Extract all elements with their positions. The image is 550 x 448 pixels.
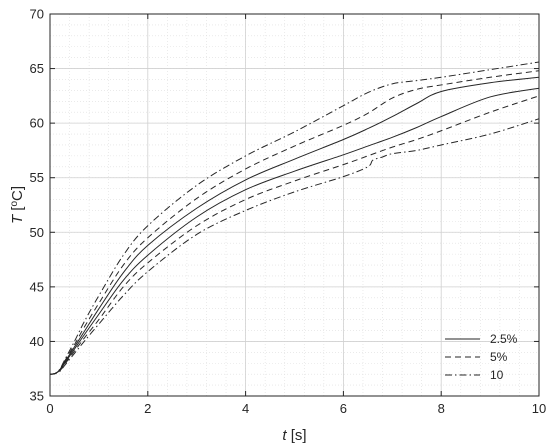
x-tick-label: 10 (532, 401, 546, 416)
x-tick-label: 4 (242, 401, 249, 416)
x-axis-label: t [s] (282, 427, 306, 444)
y-axis-unit-close: C] (9, 186, 26, 201)
y-tick-label: 60 (30, 116, 44, 131)
y-axis-unit-open: [ (9, 206, 26, 215)
tick-marks (49, 13, 540, 397)
y-tick-label: 40 (30, 334, 44, 349)
x-tick-label: 2 (144, 401, 151, 416)
series-line-10-5 (49, 118, 540, 375)
series-line-10-4 (49, 61, 540, 375)
plot-frame (49, 13, 540, 397)
y-tick-labels: 35 40 45 50 55 60 65 70 (30, 7, 44, 404)
x-tick-label: 0 (46, 401, 53, 416)
legend: 2.5% 5% 10 (445, 332, 518, 382)
x-axis-unit: [s] (287, 427, 307, 444)
series-line-5pct-3 (49, 95, 540, 375)
legend-label-5: 5% (490, 350, 508, 364)
y-tick-label: 55 (30, 170, 44, 185)
x-tick-label: 6 (340, 401, 347, 416)
y-axis-unit-degree: o (9, 201, 20, 207)
y-tick-label: 45 (30, 279, 44, 294)
y-tick-label: 70 (30, 7, 44, 22)
x-tick-label: 8 (438, 401, 445, 416)
x-tick-labels: 0 2 4 6 8 10 (46, 401, 546, 416)
y-axis-label: T [oC] (9, 186, 27, 224)
y-axis-variable: T (9, 213, 26, 224)
series-line-5pct-2 (49, 70, 540, 375)
legend-label-10: 10 (490, 368, 504, 382)
y-tick-label: 65 (30, 61, 44, 76)
series-layer (49, 61, 540, 375)
legend-label-2.5: 2.5% (490, 332, 518, 346)
series-line-2.5pct-0 (49, 76, 540, 375)
series-line-2.5pct-1 (49, 87, 540, 375)
y-tick-label: 50 (30, 225, 44, 240)
x-axis-variable: t (282, 427, 287, 444)
y-tick-label: 35 (30, 389, 44, 404)
